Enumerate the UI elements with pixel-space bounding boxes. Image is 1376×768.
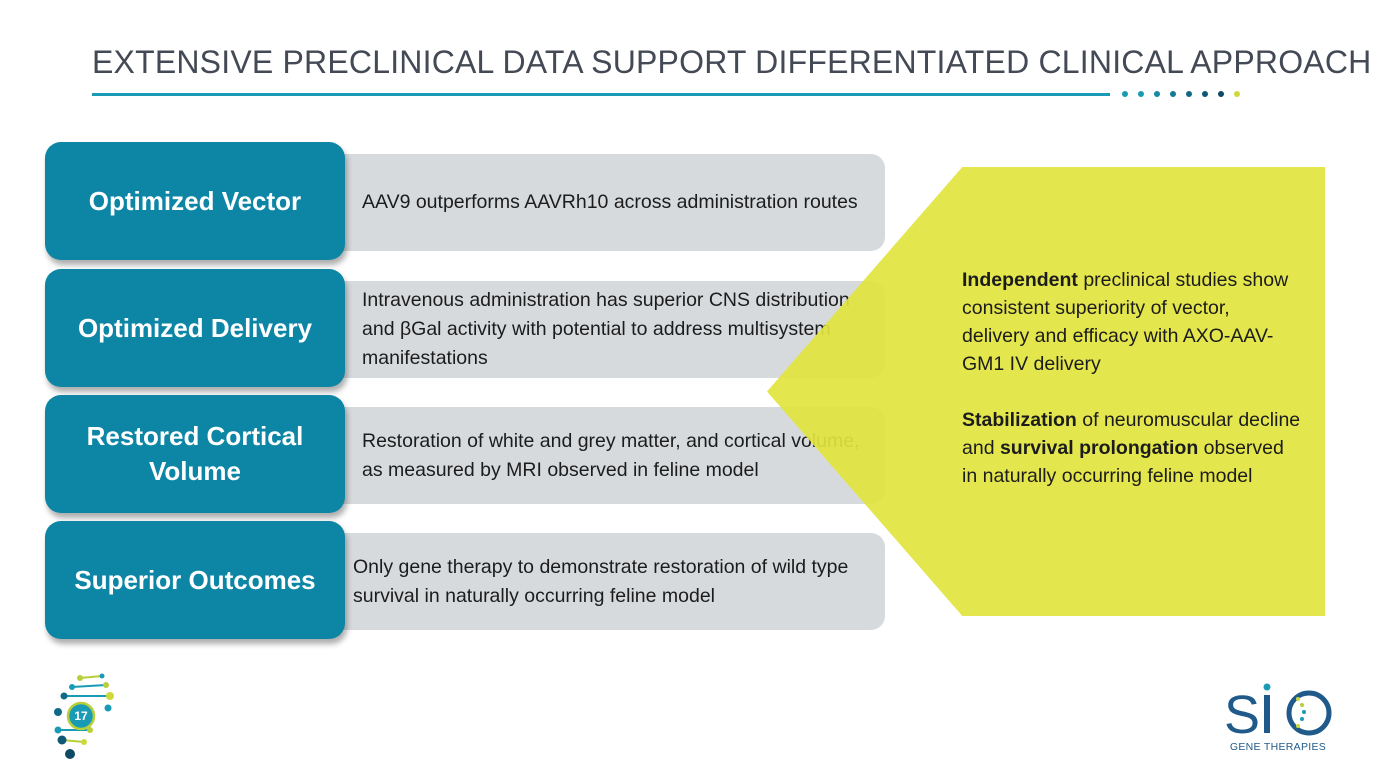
row-description: Only gene therapy to demonstrate restora… xyxy=(330,533,885,630)
row-label: Optimized Vector xyxy=(45,142,345,260)
row-label: Restored Cortical Volume xyxy=(45,395,345,513)
summary-text: Independent preclinical studies show con… xyxy=(962,266,1302,490)
row-description: Intravenous administration has superior … xyxy=(330,281,885,378)
svg-text:S: S xyxy=(1224,685,1260,745)
brand-tagline: GENE THERAPIES xyxy=(1229,741,1327,753)
row-label: Optimized Delivery xyxy=(45,269,345,387)
dna-helix-icon xyxy=(54,673,114,759)
page-number: 17 xyxy=(74,709,88,723)
sio-logo-icon: S xyxy=(1224,683,1332,745)
page-title: EXTENSIVE PRECLINICAL DATA SUPPORT DIFFE… xyxy=(92,44,1372,80)
row-label: Superior Outcomes xyxy=(45,521,345,639)
row-description: Restoration of white and grey matter, an… xyxy=(330,407,885,504)
summary-paragraph-1: Independent preclinical studies show con… xyxy=(962,269,1289,375)
title-underline xyxy=(92,93,1110,96)
row-description: AAV9 outperforms AAVRh10 across administ… xyxy=(330,154,885,251)
summary-paragraph-2: Stabilization of neuromuscular decline a… xyxy=(962,409,1301,487)
